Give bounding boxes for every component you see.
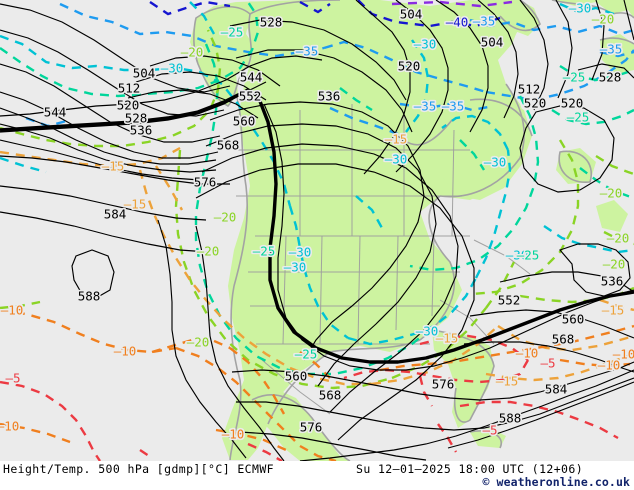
temperature-contour-label: –20: [600, 186, 623, 201]
temperature-contour-label: –10: [0, 419, 19, 434]
height-contour-label: 536: [130, 123, 153, 138]
height-contour-label: 584: [104, 207, 127, 222]
height-contour-label: 576: [194, 175, 217, 190]
temperature-contour-label: –30: [289, 245, 312, 260]
temp-contour-minus45: [391, 0, 513, 8]
footer-title: Height/Temp. 500 hPa [gdmp][°C] ECMWF: [3, 462, 274, 476]
height-contour-label: 568: [217, 138, 240, 153]
height-contour-label: 520: [561, 96, 584, 111]
height-contour-label: 544: [44, 105, 67, 120]
temperature-contour-label: –20: [187, 335, 210, 350]
temperature-contour-label: –25: [253, 244, 276, 259]
temperature-contour-label: –25: [517, 248, 540, 263]
height-contour-label: 504: [133, 66, 156, 81]
temperature-contour-label: –10: [114, 344, 137, 359]
height-contour-label: 512: [518, 82, 541, 97]
footer-valid-time: Su 12–01–2025 18:00 UTC (12+06): [356, 462, 584, 476]
temperature-contour-label: –35: [414, 99, 437, 114]
temperature-contour-label: –35: [600, 42, 623, 57]
temperature-contour-label: –30: [484, 155, 507, 170]
temperature-contour-label: –30: [284, 260, 307, 275]
height-contour-label: 560: [562, 312, 585, 327]
height-contour-label: 528: [260, 15, 283, 30]
temperature-contour-label: –30: [569, 1, 592, 16]
height-contour-label: 520: [117, 98, 140, 113]
temperature-contour-label: –25: [563, 70, 586, 85]
temperature-contour-label: –20: [214, 210, 237, 225]
temperature-contour-label: –10: [222, 427, 245, 442]
height-contour-label: 560: [285, 369, 308, 384]
temperature-contour-label: –20: [603, 257, 626, 272]
temperature-contour-label: –5: [5, 371, 20, 386]
land-layer: [190, 0, 634, 461]
height-contour-label: 588: [499, 411, 522, 426]
temperature-contour-label: –10: [598, 358, 621, 373]
temperature-contour-label: –15: [496, 374, 519, 389]
height-contour-label: 520: [398, 59, 421, 74]
footer-bar: Height/Temp. 500 hPa [gdmp][°C] ECMWF Su…: [0, 461, 634, 490]
height-contour-label: 536: [601, 274, 624, 289]
temperature-contour-label: –5: [540, 356, 555, 371]
temperature-contour-label: –30: [416, 324, 439, 339]
temp-contour-minus30: [0, 1, 634, 346]
height-contour-label: 576: [300, 420, 323, 435]
height-contour-label: 528: [599, 70, 622, 85]
height-contour-label: 504: [400, 7, 423, 22]
height-contour-label: 552: [498, 293, 521, 308]
temperature-contour-label: –20: [181, 45, 204, 60]
height-contour-label: 544: [240, 70, 263, 85]
height-contour-label: 584: [545, 382, 568, 397]
temperature-contour-label: –35: [473, 14, 496, 29]
temperature-contour-label: –15: [602, 303, 625, 318]
temperature-contour-label: –25: [221, 25, 244, 40]
height-contour-label: 520: [524, 96, 547, 111]
temperature-contour-label: –15: [436, 331, 459, 346]
temperature-contour-label: –10: [516, 346, 539, 361]
temperature-contour-label: –15: [124, 197, 147, 212]
temperature-contour-label: –5: [482, 423, 497, 438]
temperature-label-group: –35–30–25–20–30 –35–40 –35–30–20–25–25–35–…: [0, 0, 634, 443]
temperature-contour-label: –25: [295, 347, 318, 362]
temperature-contour-label: –35: [296, 44, 319, 59]
temperature-contour-label: –40: [446, 15, 469, 30]
height-contour-552-emphasised: [0, 88, 634, 364]
temperature-contour-label: –10: [613, 347, 634, 362]
temp-contour-minus10: [0, 308, 634, 461]
temperature-contour-label: –25: [567, 110, 590, 125]
height-contour-label: 504: [481, 35, 504, 50]
temperature-contour-label: –20: [197, 244, 220, 259]
height-contour-label: 568: [552, 332, 575, 347]
temperature-contour-label: –30: [385, 152, 408, 167]
height-contour-label: 536: [318, 89, 341, 104]
copyright-label[interactable]: © weatheronline.co.uk: [482, 475, 630, 489]
temperature-contour-label: –30: [414, 37, 437, 52]
height-contour-label: 512: [118, 81, 141, 96]
temperature-contour-label: –15: [385, 132, 408, 147]
height-contour-label: 588: [78, 289, 101, 304]
temperature-contour-label: –10: [1, 303, 24, 318]
map-canvas[interactable]: 528 504 504 520 512 520 520 528 504 512 520 528 536 5…: [0, 0, 634, 461]
height-contour-label: 560: [233, 114, 256, 129]
temperature-contour-label: –20: [592, 12, 615, 27]
temperature-contour-label: –20: [607, 231, 630, 246]
temperature-contour-label: –30: [161, 61, 184, 76]
temperature-contour-label: –15: [102, 159, 125, 174]
temperature-contour-label: –30: [506, 248, 529, 263]
height-contour-label: 576: [432, 377, 455, 392]
height-contour-label: 528: [125, 111, 148, 126]
height-contour-label: 568: [319, 388, 342, 403]
height-contour-layer: [0, 0, 634, 461]
height-contour-label: 552: [239, 89, 262, 104]
temperature-contour-label: –35: [442, 99, 465, 114]
